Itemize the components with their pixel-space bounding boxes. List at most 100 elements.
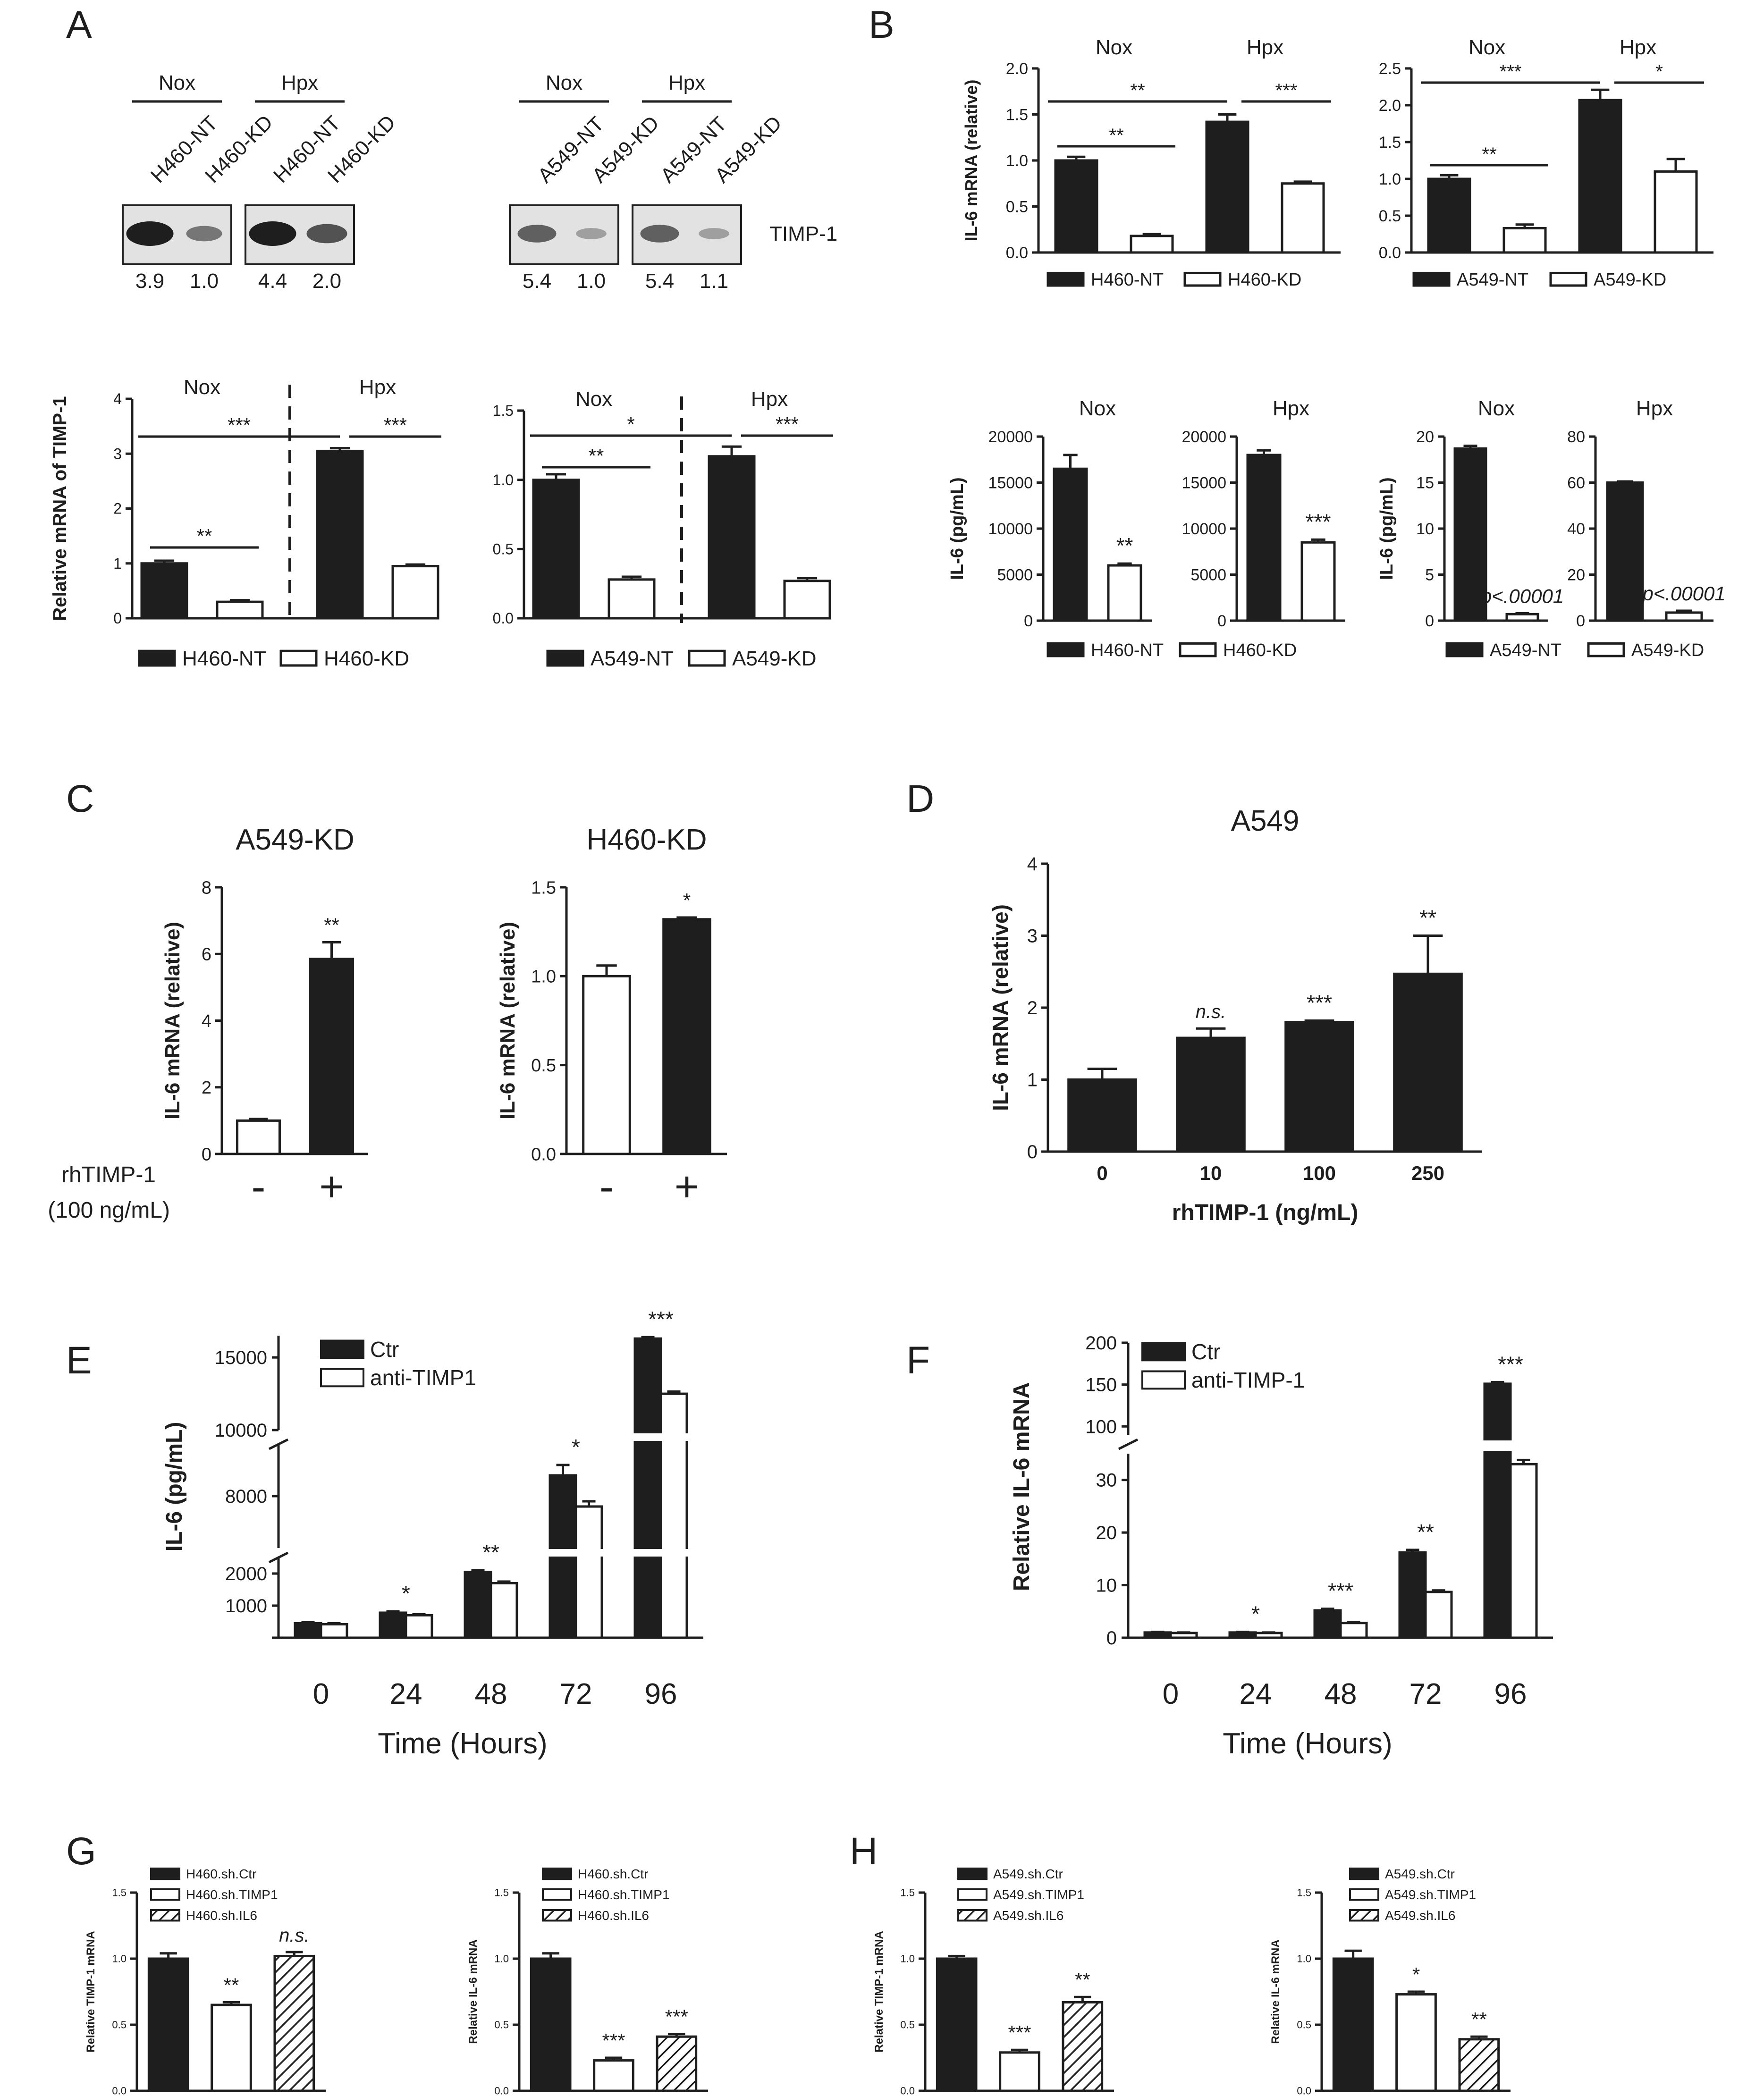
bar (633, 1337, 662, 1639)
bar (1054, 159, 1098, 254)
y-tick-label: 20 (1567, 566, 1585, 584)
y-tick-label: 0.5 (1006, 198, 1028, 216)
x-tick-label: 24 (1240, 1678, 1272, 1710)
x-axis-label: Time (Hours) (1223, 1727, 1392, 1760)
group-label: Nox (546, 71, 582, 94)
bar (1339, 1622, 1368, 1639)
y-tick-label: 10 (1416, 520, 1434, 538)
legend-label: H460.sh.IL6 (186, 1908, 257, 1923)
legend-swatch (1349, 1868, 1379, 1880)
legend-label: A549-NT (591, 647, 674, 670)
y-tick-label: 0.5 (494, 2019, 509, 2031)
y-tick-label: 0 (1106, 1628, 1117, 1649)
y-tick-label: 4 (1027, 854, 1038, 875)
bar (1254, 1632, 1283, 1639)
data-label: ** (482, 1540, 499, 1565)
y-tick-label: 1.5 (1297, 1887, 1311, 1899)
data-label: * (1412, 1963, 1420, 1986)
bar (1578, 99, 1622, 254)
group-label: Hpx (1247, 36, 1283, 59)
y-tick-label: 15000 (988, 474, 1033, 492)
y-tick-label: 20000 (1182, 428, 1226, 446)
y-tick-label: 4 (202, 1011, 211, 1031)
bar (1107, 564, 1142, 622)
y-tick-label: 2.5 (1379, 60, 1401, 78)
bar (1427, 177, 1471, 254)
legend-swatch (150, 1868, 180, 1880)
blot-band (576, 228, 607, 239)
x-tick-label: 250 (1411, 1162, 1444, 1184)
y-tick-label: 2000 (225, 1564, 267, 1584)
y-tick-label: 2 (202, 1078, 211, 1098)
y-axis-label: Relative mRNA of TIMP-1 (50, 396, 70, 621)
x-tick-label: 72 (560, 1678, 592, 1710)
y-axis-label: IL-6 mRNA (relative) (988, 904, 1013, 1111)
legend-label: anti-TIMP-1 (1191, 1368, 1305, 1392)
bar (1130, 235, 1174, 254)
legend-swatch (150, 1909, 180, 1922)
bar (1300, 541, 1336, 622)
bar (708, 455, 756, 620)
data-label: p<.00001 (1641, 582, 1725, 605)
y-tick-label: 3 (1027, 926, 1038, 947)
bar (1453, 447, 1487, 622)
y-tick-label: 1.0 (531, 967, 556, 987)
group-label: Nox (575, 387, 612, 411)
legend-label: A549.sh.TIMP1 (1385, 1887, 1476, 1902)
x-tick-label: 0 (1163, 1678, 1179, 1710)
chart-title: H460-KD (587, 824, 707, 856)
blot-band (640, 225, 679, 243)
blot-label: TIMP-1 (769, 222, 837, 245)
x-tick-label: 0 (1097, 1162, 1107, 1184)
data-label: ** (1471, 2008, 1487, 2030)
data-label: * (572, 1435, 580, 1459)
data-label: *** (648, 1307, 674, 1331)
y-tick-label: 6 (202, 945, 211, 965)
x-tick-label: - (252, 1163, 266, 1211)
bar (1665, 611, 1703, 622)
data-label: *** (1328, 1579, 1353, 1603)
y-tick-label: 3 (113, 445, 122, 462)
x-tick-label: + (675, 1163, 700, 1211)
legend-label: Ctr (370, 1337, 399, 1362)
bar (1606, 481, 1644, 622)
axis-break (268, 1438, 289, 1450)
chart-title: Nox (1478, 397, 1515, 420)
bar (936, 1957, 978, 2092)
bar (216, 600, 264, 620)
y-tick-label: 0 (1576, 612, 1585, 630)
y-axis-label: IL-6 (pg/mL) (947, 477, 967, 580)
panel-label-b: B (869, 3, 895, 46)
y-tick-label: 1.0 (1006, 152, 1028, 170)
data-label: *** (1306, 509, 1331, 534)
bar (405, 1614, 433, 1639)
axis-break (1118, 1438, 1139, 1450)
y-tick-label: 20000 (988, 428, 1033, 446)
bar (316, 449, 364, 620)
y-tick-label: 10000 (215, 1420, 267, 1441)
quant-value: 4.4 (258, 269, 287, 293)
group-label: Hpx (668, 71, 705, 94)
y-tick-label: 5000 (1190, 566, 1226, 584)
x-tick-label: 48 (475, 1678, 507, 1710)
blot-band (186, 226, 222, 242)
legend-swatch (1047, 642, 1085, 657)
panel-label-h: H (850, 1830, 878, 1873)
data-label: ** (1417, 1520, 1434, 1544)
data-label: *** (1307, 990, 1332, 1015)
legend-label: A549-NT (1457, 270, 1528, 290)
legend-label: H460-NT (1091, 270, 1164, 290)
data-label: *** (665, 2006, 688, 2028)
y-tick-label: 1.5 (493, 402, 514, 419)
blot-band (517, 225, 557, 243)
y-tick-label: 10000 (988, 520, 1033, 538)
y-tick-label: 1000 (225, 1596, 267, 1616)
charts: Nox HpxH460-NT3.9H460-KD1.0H460-NT4.4H460… (48, 36, 1725, 2096)
chart-title: Hpx (1636, 397, 1673, 420)
bar (593, 2059, 634, 2092)
legend-swatch (320, 1368, 364, 1388)
quant-value: 5.4 (645, 269, 674, 293)
y-tick-label: 0 (1027, 1142, 1038, 1162)
group-label: Nox (159, 71, 195, 94)
